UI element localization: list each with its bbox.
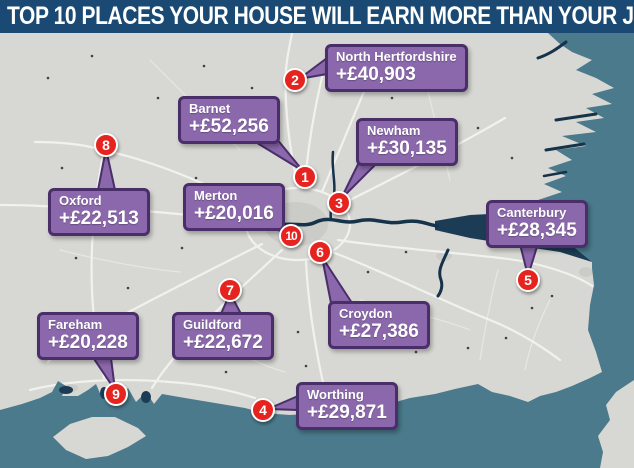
place-name: Newham: [367, 123, 421, 138]
label-newham: Newham +£30,135: [356, 118, 458, 166]
marker-6-croydon: 6: [308, 240, 332, 264]
marker-9-fareham: 9: [104, 382, 128, 406]
place-name: Barnet: [189, 101, 231, 116]
header-bar: TOP 10 PLACES YOUR HOUSE WILL EARN MORE …: [0, 0, 634, 33]
label-guildford: Guildford +£22,672: [172, 312, 274, 360]
marker-number: 7: [226, 282, 234, 298]
marker-1-barnet: 1: [293, 165, 317, 189]
marker-10-merton: 10: [279, 224, 303, 248]
french-coast: [598, 380, 634, 468]
marker-number: 2: [291, 72, 299, 88]
english-channel: [0, 262, 634, 468]
marker-3-newham: 3: [327, 191, 351, 215]
marker-number: 6: [316, 244, 324, 260]
place-name: Oxford: [59, 193, 102, 208]
place-amount: +£28,345: [497, 220, 577, 241]
place-amount: +£22,513: [59, 208, 139, 229]
label-north-hertfordshire: North Hertfordshire +£40,903: [325, 44, 468, 92]
label-fareham: Fareham +£20,228: [37, 312, 139, 360]
marker-5-canterbury: 5: [516, 268, 540, 292]
marker-2-north-herts: 2: [283, 68, 307, 92]
place-name: Guildford: [183, 317, 242, 332]
place-amount: +£30,135: [367, 138, 447, 159]
place-amount: +£52,256: [189, 116, 269, 137]
marker-number: 10: [285, 229, 297, 243]
tail-croydon: [321, 256, 353, 304]
place-name: Croydon: [339, 306, 393, 321]
place-amount: +£29,871: [307, 402, 387, 423]
place-amount: +£27,386: [339, 321, 419, 342]
page-title: TOP 10 PLACES YOUR HOUSE WILL EARN MORE …: [7, 2, 634, 30]
label-merton: Merton +£20,016: [183, 183, 285, 231]
place-name: Canterbury: [497, 205, 567, 220]
place-name: Worthing: [307, 387, 364, 402]
marker-number: 4: [259, 402, 267, 418]
place-name: Merton: [194, 188, 238, 203]
rivers: [268, 40, 598, 298]
label-worthing: Worthing +£29,871: [296, 382, 398, 430]
place-amount: +£20,016: [194, 203, 274, 224]
place-name: North Hertfordshire: [336, 49, 457, 64]
marker-number: 3: [335, 195, 343, 211]
marker-number: 9: [112, 386, 120, 402]
label-canterbury: Canterbury +£28,345: [486, 200, 588, 248]
isle-of-wight: [53, 417, 146, 459]
label-oxford: Oxford +£22,513: [48, 188, 150, 236]
marker-number: 1: [301, 169, 309, 185]
place-amount: +£40,903: [336, 64, 416, 85]
marker-8-oxford: 8: [94, 133, 118, 157]
label-barnet: Barnet +£52,256: [178, 96, 280, 144]
marker-7-guildford: 7: [218, 278, 242, 302]
marker-number: 5: [524, 272, 532, 288]
marker-number: 8: [102, 137, 110, 153]
label-croydon: Croydon +£27,386: [328, 301, 430, 349]
place-amount: +£20,228: [48, 332, 128, 353]
place-amount: +£22,672: [183, 332, 263, 353]
marker-4-worthing: 4: [251, 398, 275, 422]
place-name: Fareham: [48, 317, 103, 332]
